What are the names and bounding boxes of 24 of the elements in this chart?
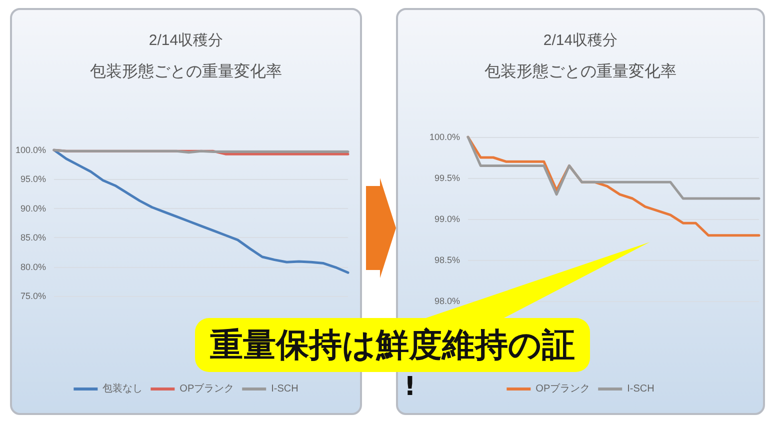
y-tick-label: 100.0% <box>429 132 460 142</box>
legend-label: OPブランク <box>180 382 234 394</box>
legend-label: 包装なし <box>102 382 143 394</box>
legend-label: I-SCH <box>271 384 298 394</box>
y-tick-label: 80.0% <box>20 262 46 272</box>
y-tick-label: 75.0% <box>20 291 46 301</box>
y-tick-label: 85.0% <box>20 232 46 243</box>
chart-subtitle: 包装形態ごとの重量変化率 <box>484 62 676 80</box>
y-tick-label: 99.0% <box>434 214 460 224</box>
text: ! <box>404 372 416 402</box>
y-tick-label: 98.5% <box>434 255 460 265</box>
legend-label: I-SCH <box>627 384 654 394</box>
y-tick-label: 98.0% <box>434 296 460 306</box>
line-series <box>52 148 350 274</box>
chart-title: 2/14収穫分 <box>543 32 618 49</box>
legend-label: OPブランク <box>536 382 590 394</box>
line-series <box>466 136 760 200</box>
chart-subtitle: 包装形態ごとの重量変化率 <box>90 62 282 80</box>
y-tick-label: 100.0% <box>15 145 46 155</box>
y-tick-label: 90.0% <box>20 203 46 214</box>
y-tick-label: 95.0% <box>20 174 46 184</box>
text: 重量保持は鮮度維持の証 <box>195 318 590 372</box>
y-tick-label: 99.5% <box>434 173 460 183</box>
chart-title: 2/14収穫分 <box>148 32 224 49</box>
